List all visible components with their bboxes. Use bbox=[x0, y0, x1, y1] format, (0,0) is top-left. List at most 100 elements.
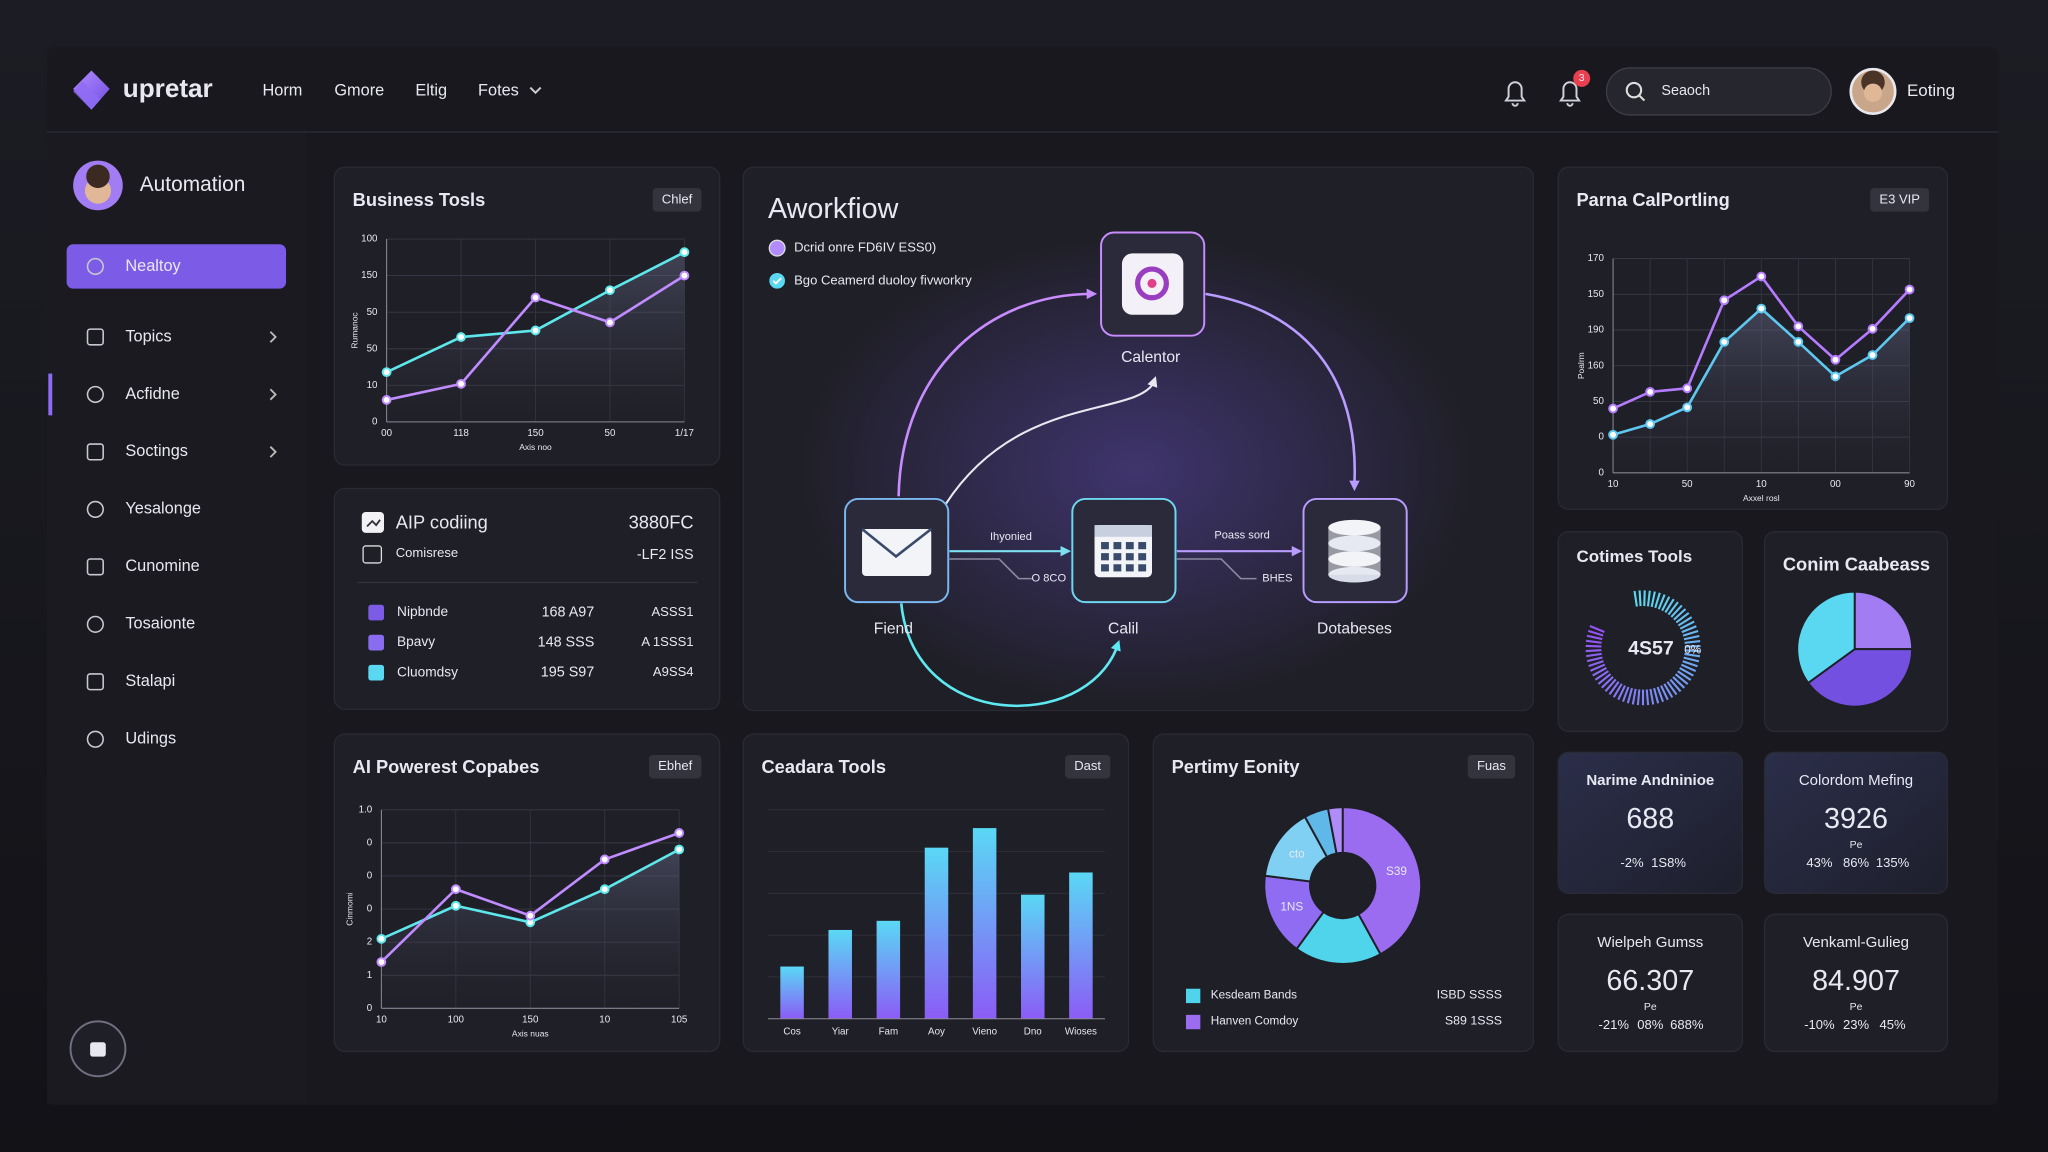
sidebar-chevron bbox=[269, 388, 277, 401]
sidebar-item[interactable]: Yesalonge bbox=[125, 500, 201, 518]
gauge-tick bbox=[1636, 689, 1641, 706]
gauge-tick bbox=[1621, 686, 1630, 703]
card-note: Pe bbox=[1644, 1002, 1657, 1013]
calendar-cell bbox=[1138, 564, 1147, 572]
pie-slice bbox=[1295, 910, 1382, 965]
x-tick-label: Wioses bbox=[1065, 1026, 1097, 1037]
arrowhead bbox=[1349, 480, 1360, 492]
x-tick-label: 00 bbox=[1830, 479, 1841, 490]
gauge-tick bbox=[1656, 686, 1665, 703]
sidebar-item[interactable]: Topics bbox=[125, 327, 171, 345]
sidebar-item[interactable]: Stalapi bbox=[125, 672, 175, 690]
edge-label: BHES bbox=[1262, 573, 1292, 585]
sidebar-active-item[interactable] bbox=[66, 244, 287, 289]
calendar-cell bbox=[1113, 553, 1122, 561]
series-area bbox=[1613, 308, 1910, 473]
nav-link[interactable]: Gmore bbox=[334, 82, 384, 100]
card-value: 84.907 bbox=[1812, 965, 1900, 997]
panel-badge[interactable]: E3 VIP bbox=[1879, 191, 1920, 206]
data-point bbox=[1867, 350, 1878, 360]
x-tick-label: 150 bbox=[522, 1015, 539, 1026]
sidebar-icon bbox=[86, 558, 104, 576]
y-tick-label: 0 bbox=[367, 904, 373, 915]
card-change: 08% bbox=[1637, 1017, 1664, 1032]
y-tick-label: 50 bbox=[1593, 396, 1604, 407]
y-tick-label: 100 bbox=[361, 234, 378, 245]
gauge-tick bbox=[1680, 663, 1697, 672]
panel bbox=[1557, 913, 1744, 1053]
sidebar-item[interactable]: Udings bbox=[125, 730, 176, 748]
panel-badge[interactable]: Ebhef bbox=[658, 758, 692, 773]
calendar-cell bbox=[1125, 553, 1134, 561]
sidebar-item[interactable]: Cunomine bbox=[125, 557, 199, 575]
bar bbox=[972, 828, 997, 1019]
sidebar-indicator bbox=[48, 373, 53, 416]
calendar-icon-top bbox=[1094, 525, 1152, 537]
calendar-cell bbox=[1138, 542, 1147, 550]
gauge-tick bbox=[1586, 634, 1603, 641]
data-point bbox=[1756, 271, 1767, 282]
badge-background bbox=[1467, 754, 1516, 779]
sidebar-chevron bbox=[269, 331, 277, 343]
panel bbox=[1763, 751, 1949, 895]
sidebar-item[interactable]: Tosaionte bbox=[125, 615, 195, 633]
workflow-edge bbox=[899, 603, 1118, 708]
gauge-tick bbox=[1597, 673, 1612, 685]
badge-background bbox=[1065, 754, 1111, 779]
arrowhead bbox=[1060, 545, 1072, 557]
sidebar-item[interactable]: Nealtoy bbox=[125, 257, 181, 275]
data-point bbox=[1904, 313, 1915, 324]
x-tick-label: Vieno bbox=[972, 1026, 997, 1037]
panel-badge[interactable]: Chlef bbox=[662, 191, 693, 206]
y-tick-label: 150 bbox=[361, 270, 378, 281]
gauge-tick bbox=[1601, 676, 1614, 689]
legend-label: Hanven Comdoy bbox=[1211, 1014, 1299, 1027]
gauge-tick bbox=[1617, 685, 1626, 701]
data-point bbox=[456, 332, 466, 342]
gauge-unit: 0% bbox=[1684, 644, 1702, 657]
sidebar-icon bbox=[86, 328, 104, 346]
x-tick-label: Dno bbox=[1024, 1026, 1043, 1037]
gauge-tick bbox=[1664, 598, 1675, 614]
x-tick-label: 118 bbox=[453, 428, 469, 439]
gauge-tick bbox=[1638, 590, 1642, 607]
x-tick-label: 150 bbox=[527, 428, 544, 439]
y-tick-label: 0 bbox=[367, 871, 373, 882]
sidebar-icon bbox=[86, 385, 104, 404]
gauge-tick bbox=[1663, 683, 1674, 698]
x-tick-label: 100 bbox=[448, 1015, 465, 1026]
y-tick-label: 1.0 bbox=[359, 804, 373, 815]
card-title: Colordom Mefing bbox=[1799, 772, 1913, 789]
bell-icon[interactable] bbox=[1558, 81, 1581, 107]
search-box[interactable] bbox=[1605, 67, 1832, 116]
panel-badge[interactable]: Dast bbox=[1074, 758, 1101, 773]
user-avatar-face bbox=[1863, 83, 1883, 102]
panel-badge[interactable]: Fuas bbox=[1477, 758, 1506, 773]
gauge-tick bbox=[1585, 639, 1602, 644]
sidebar-item[interactable]: Acfidne bbox=[125, 385, 179, 403]
legend-label: Kesdeam Bands bbox=[1211, 988, 1297, 1001]
nav-link[interactable]: Horm bbox=[263, 82, 303, 100]
table-subtitle-value: -LF2 ISS bbox=[637, 547, 694, 563]
x-tick-label: 105 bbox=[671, 1015, 688, 1026]
gauge-tick bbox=[1681, 625, 1697, 634]
badge-background bbox=[1870, 188, 1930, 212]
sidebar-item[interactable]: Soctings bbox=[125, 442, 188, 460]
y-tick-label: 150 bbox=[1588, 289, 1605, 300]
table-cell: Cluomdsy bbox=[397, 664, 458, 679]
nav-link[interactable]: Eltig bbox=[415, 82, 447, 100]
data-point bbox=[1719, 295, 1730, 306]
card-value: 66.307 bbox=[1606, 965, 1694, 997]
legend-dot bbox=[768, 239, 786, 257]
gauge-tick bbox=[1650, 591, 1656, 608]
user-name[interactable]: Eoting bbox=[1907, 81, 1955, 100]
legend-value: ISBD SSSS bbox=[1437, 988, 1502, 1002]
panel-title: Cotimes Tools bbox=[1576, 547, 1692, 566]
pie-slice bbox=[1806, 648, 1914, 708]
nav-link[interactable]: Fotes bbox=[478, 82, 519, 100]
data-point bbox=[1867, 323, 1878, 334]
gauge-tick bbox=[1677, 670, 1692, 681]
x-tick-label: 90 bbox=[1904, 479, 1915, 490]
bell-icon[interactable] bbox=[1504, 81, 1527, 107]
